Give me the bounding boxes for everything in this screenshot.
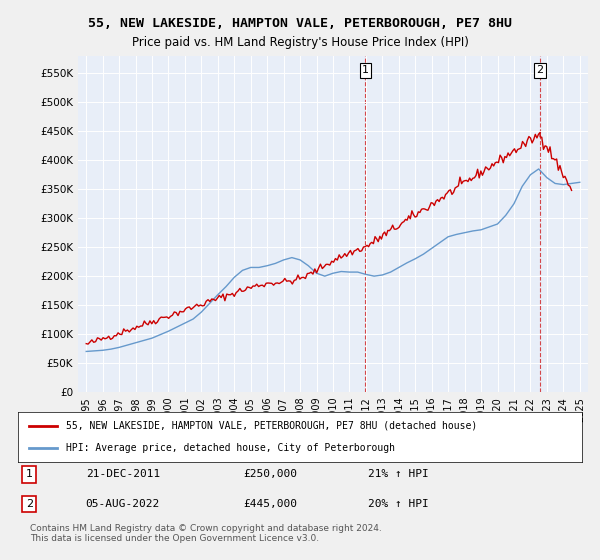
Text: £445,000: £445,000 xyxy=(244,499,298,509)
Text: 21% ↑ HPI: 21% ↑ HPI xyxy=(368,469,428,479)
Text: 21-DEC-2011: 21-DEC-2011 xyxy=(86,469,160,479)
Text: 2: 2 xyxy=(26,499,33,509)
Text: 55, NEW LAKESIDE, HAMPTON VALE, PETERBOROUGH, PE7 8HU (detached house): 55, NEW LAKESIDE, HAMPTON VALE, PETERBOR… xyxy=(66,421,477,431)
Text: 1: 1 xyxy=(26,469,33,479)
Text: 1: 1 xyxy=(362,66,369,76)
Text: 55, NEW LAKESIDE, HAMPTON VALE, PETERBOROUGH, PE7 8HU: 55, NEW LAKESIDE, HAMPTON VALE, PETERBOR… xyxy=(88,17,512,30)
Text: £250,000: £250,000 xyxy=(244,469,298,479)
Text: 05-AUG-2022: 05-AUG-2022 xyxy=(86,499,160,509)
Text: HPI: Average price, detached house, City of Peterborough: HPI: Average price, detached house, City… xyxy=(66,443,395,453)
Text: 2: 2 xyxy=(536,66,544,76)
Text: Price paid vs. HM Land Registry's House Price Index (HPI): Price paid vs. HM Land Registry's House … xyxy=(131,36,469,49)
Text: Contains HM Land Registry data © Crown copyright and database right 2024.
This d: Contains HM Land Registry data © Crown c… xyxy=(30,524,382,543)
Text: 20% ↑ HPI: 20% ↑ HPI xyxy=(368,499,428,509)
